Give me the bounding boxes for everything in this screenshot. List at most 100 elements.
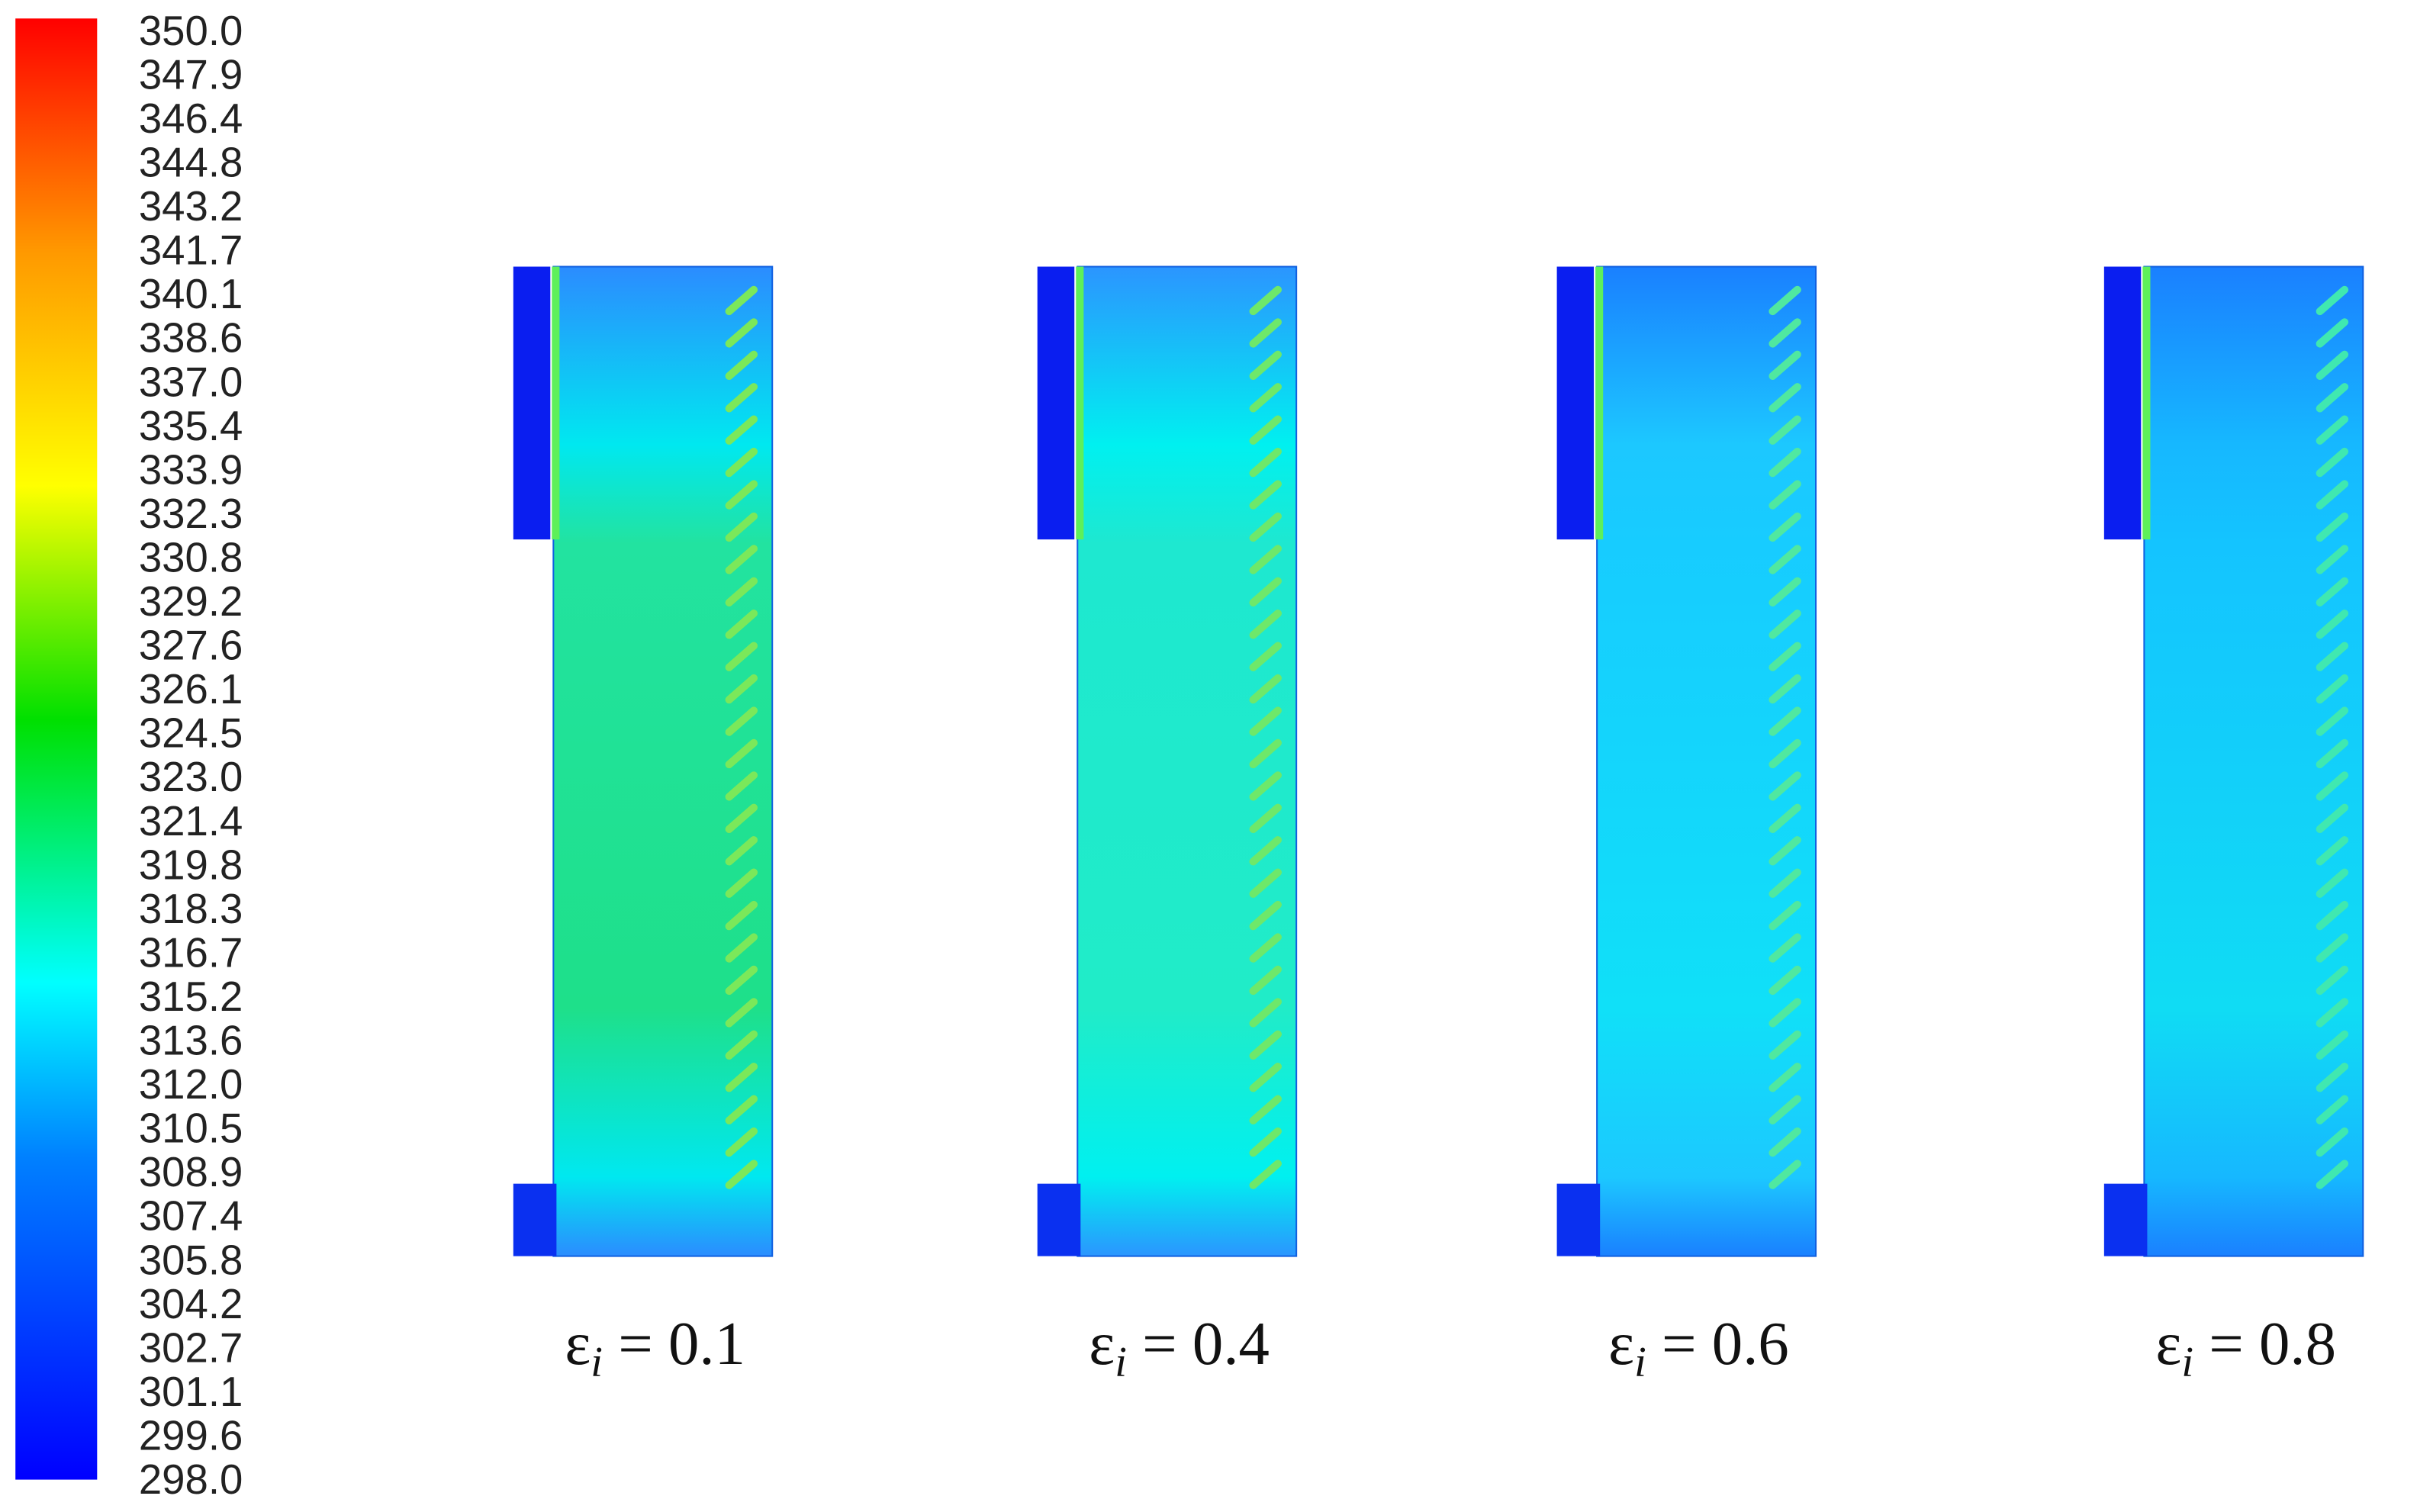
panel-label: εi = 0.4 [1089,1310,1270,1386]
slat [2316,318,2349,348]
slat [1768,577,1801,607]
slat [2316,900,2349,931]
symbol: ε [1608,1310,1634,1378]
slat [2316,285,2349,316]
slat [725,415,758,445]
slat [725,383,758,413]
slat [1249,383,1282,413]
slat [1768,1127,1801,1157]
colorbar [15,18,98,1480]
slat [2316,706,2349,736]
subscript: i [1634,1339,1646,1386]
symbol: ε [2155,1310,2181,1378]
slat [1768,545,1801,574]
colorbar-label: 350.0 [139,8,243,54]
colorbar-label: 298.0 [139,1456,243,1503]
wall-top [2103,266,2142,540]
slat [1249,318,1282,348]
slat [725,1030,758,1060]
slat [2316,383,2349,413]
value: 0.8 [2259,1310,2336,1378]
symbol: ε [1089,1310,1115,1378]
wall-top [1556,266,1595,540]
colorbar-label: 323.0 [139,754,243,800]
colorbar-label: 302.7 [139,1324,243,1371]
slat [2316,836,2349,866]
slat [1768,965,1801,996]
colorbar-label: 307.4 [139,1193,243,1240]
slat [1768,285,1801,316]
slat [1768,318,1801,348]
slat [725,706,758,736]
colorbar-label: 313.6 [139,1018,243,1064]
slat [1249,1127,1282,1157]
slat [725,350,758,381]
slat [1249,965,1282,996]
colorbar-label: 343.2 [139,183,243,230]
slat [2316,610,2349,639]
slat [2316,1127,2349,1157]
colorbar-label: 347.9 [139,51,243,98]
slat [1249,998,1282,1028]
symbol: ε [565,1310,591,1378]
slat [1768,1063,1801,1092]
relation: = [1142,1310,1177,1378]
slat [1249,1063,1282,1092]
slat [1768,836,1801,866]
slat [725,771,758,801]
slat [725,512,758,542]
slat [1249,933,1282,963]
wall-top [513,266,551,540]
slat [1249,285,1282,316]
subscript: i [591,1339,603,1386]
slat [1768,350,1801,381]
colorbar-label: 312.0 [139,1061,243,1108]
slat [1249,545,1282,574]
slat [2316,965,2349,996]
slat [1768,900,1801,931]
slat [1249,771,1282,801]
slat [1768,1030,1801,1060]
slat [725,1127,758,1157]
colorbar-label: 327.6 [139,622,243,669]
colorbar-label: 344.8 [139,140,243,186]
colorbar-label: 346.4 [139,95,243,142]
glass-line [2142,266,2151,540]
slat [1249,674,1282,704]
slat [2316,512,2349,542]
slat [725,900,758,931]
subscript: i [2181,1339,2193,1386]
slat [1768,512,1801,542]
slat [725,610,758,639]
colorbar-label: 337.0 [139,359,243,405]
wall-bottom [513,1183,557,1256]
colorbar-label: 329.2 [139,578,243,625]
slat [725,545,758,574]
colorbar-label: 333.9 [139,446,243,493]
colorbar-label: 316.7 [139,929,243,976]
colorbar-label: 310.5 [139,1105,243,1152]
glass-line [1076,266,1084,540]
slat [1249,900,1282,931]
slat [1768,642,1801,671]
slat [1768,480,1801,510]
slat [725,998,758,1028]
slat [1249,803,1282,834]
slat [1768,447,1801,478]
slat [1768,610,1801,639]
colorbar-label: 321.4 [139,798,243,844]
colorbar-label: 324.5 [139,710,243,757]
slat [725,738,758,769]
slat [1249,415,1282,445]
slat [1249,836,1282,866]
slat [2316,350,2349,381]
slat [1768,738,1801,769]
slat [1768,868,1801,898]
wall-bottom [2103,1183,2148,1256]
colorbar-label: 315.2 [139,973,243,1020]
panel-label: εi = 0.1 [565,1310,745,1386]
value: 0.4 [1192,1310,1270,1378]
colorbar-label: 318.3 [139,886,243,932]
slat [725,642,758,671]
